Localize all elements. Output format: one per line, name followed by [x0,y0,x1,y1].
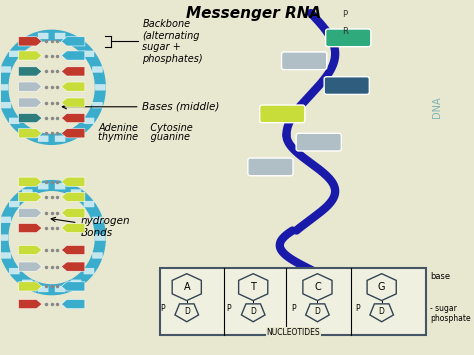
FancyArrow shape [18,98,42,107]
FancyArrow shape [62,98,85,107]
FancyBboxPatch shape [83,201,94,207]
FancyBboxPatch shape [71,39,82,45]
FancyBboxPatch shape [95,84,106,91]
FancyBboxPatch shape [0,66,11,73]
FancyArrow shape [62,177,85,186]
FancyArrow shape [62,223,85,233]
Ellipse shape [7,39,96,136]
Text: P: P [291,304,295,313]
Text: P: P [355,304,360,313]
Text: thymine    guanine: thymine guanine [98,132,190,142]
Text: D: D [315,307,320,316]
FancyArrow shape [62,51,85,60]
FancyBboxPatch shape [38,136,48,142]
FancyArrow shape [62,245,85,255]
FancyBboxPatch shape [92,66,103,73]
FancyArrow shape [62,300,85,309]
FancyBboxPatch shape [248,158,293,176]
FancyBboxPatch shape [0,234,8,241]
Ellipse shape [7,189,96,286]
Text: P: P [342,10,347,18]
Text: A: A [183,282,190,292]
Text: P: P [227,304,231,313]
FancyBboxPatch shape [9,118,19,124]
FancyArrow shape [62,82,85,91]
FancyBboxPatch shape [296,133,341,151]
FancyBboxPatch shape [9,201,19,207]
FancyArrow shape [62,262,85,271]
FancyArrow shape [62,208,85,218]
FancyBboxPatch shape [71,189,82,196]
FancyBboxPatch shape [55,286,65,292]
FancyBboxPatch shape [9,51,19,57]
FancyBboxPatch shape [22,129,33,136]
FancyBboxPatch shape [55,136,65,142]
FancyBboxPatch shape [95,234,106,241]
FancyArrow shape [62,37,85,46]
Text: C: C [314,282,321,292]
Text: D: D [379,307,384,316]
FancyBboxPatch shape [326,29,371,47]
FancyArrow shape [18,223,42,233]
FancyArrow shape [18,177,42,186]
FancyArrow shape [18,37,42,46]
FancyArrow shape [62,282,85,291]
FancyBboxPatch shape [71,280,82,286]
FancyArrow shape [18,192,42,202]
FancyBboxPatch shape [92,217,103,223]
FancyBboxPatch shape [22,189,33,196]
FancyBboxPatch shape [0,84,8,91]
FancyBboxPatch shape [38,286,48,292]
FancyArrow shape [18,67,42,76]
FancyArrow shape [18,245,42,255]
FancyArrow shape [18,282,42,291]
FancyArrow shape [18,262,42,271]
Text: Backbone
(alternating
sugar +
phosphates): Backbone (alternating sugar + phosphates… [143,19,203,64]
Text: P: P [160,304,164,313]
FancyArrow shape [62,192,85,202]
FancyBboxPatch shape [92,252,103,259]
FancyBboxPatch shape [38,183,48,190]
FancyBboxPatch shape [324,77,369,94]
FancyBboxPatch shape [92,102,103,108]
Text: hydrogen
Bonds: hydrogen Bonds [51,216,130,238]
FancyArrow shape [62,129,85,138]
Text: NUCLEOTIDES: NUCLEOTIDES [266,328,320,337]
Text: R: R [342,27,348,36]
FancyBboxPatch shape [38,33,48,39]
FancyArrow shape [18,129,42,138]
FancyArrow shape [62,67,85,76]
FancyBboxPatch shape [71,129,82,136]
Text: G: G [378,282,385,292]
FancyBboxPatch shape [83,51,94,57]
FancyBboxPatch shape [260,105,305,123]
Text: base: base [430,272,450,281]
FancyBboxPatch shape [83,268,94,274]
FancyBboxPatch shape [55,183,65,190]
FancyBboxPatch shape [22,39,33,45]
FancyArrow shape [18,114,42,123]
FancyBboxPatch shape [282,52,327,70]
FancyArrow shape [18,208,42,218]
Text: Messenger RNA: Messenger RNA [186,6,321,21]
Text: Adenine    Cytosine: Adenine Cytosine [98,123,193,133]
FancyBboxPatch shape [83,118,94,124]
FancyArrow shape [62,114,85,123]
Text: T: T [250,282,256,292]
FancyArrow shape [18,51,42,60]
FancyBboxPatch shape [55,33,65,39]
Text: D: D [184,307,190,316]
Text: D: D [250,307,256,316]
Bar [160,268,426,335]
FancyBboxPatch shape [0,217,11,223]
FancyBboxPatch shape [0,102,11,108]
FancyBboxPatch shape [0,252,11,259]
Text: Bases (middle): Bases (middle) [62,102,220,112]
FancyArrow shape [18,300,42,309]
Text: - sugar
phosphate: - sugar phosphate [430,304,471,323]
FancyBboxPatch shape [22,280,33,286]
FancyArrow shape [18,82,42,91]
FancyBboxPatch shape [9,268,19,274]
Text: DNA: DNA [432,96,442,118]
